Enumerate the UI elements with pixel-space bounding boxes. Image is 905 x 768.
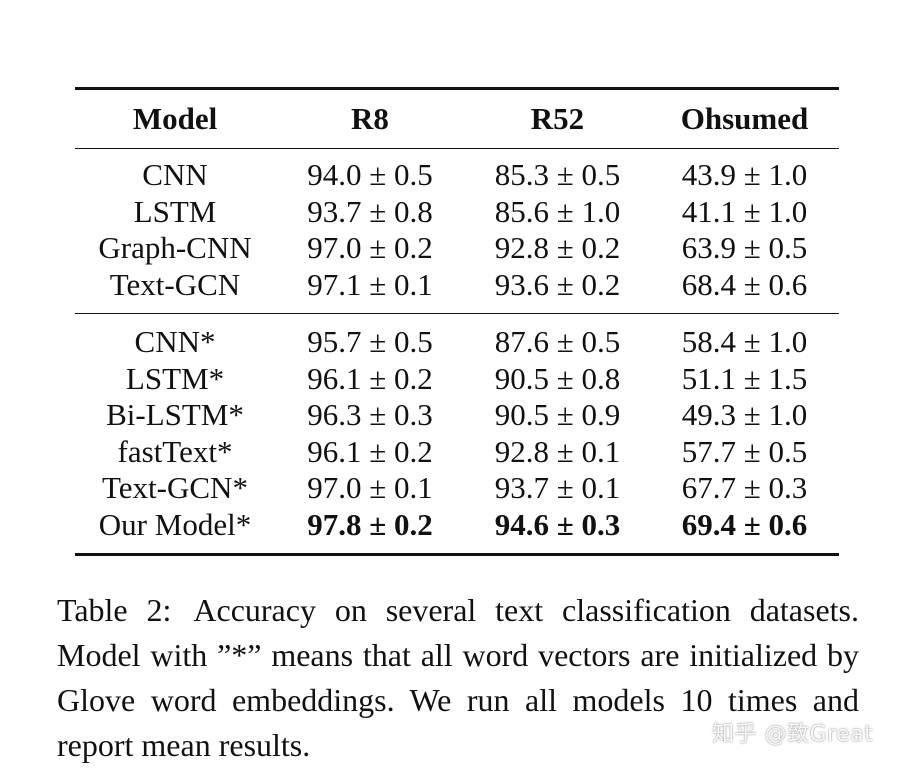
model-cell: Our Model* (75, 506, 275, 556)
model-cell: LSTM* (125, 360, 225, 396)
r8-cell: 96.1 ± 0.2 (307, 360, 433, 396)
header-r8: R8 (275, 87, 465, 149)
model-cell: CNN (142, 157, 208, 193)
results-table-container: Model R8 R52 Ohsumed CNN 94.0 ± 0.5 85.3… (75, 87, 839, 556)
table-row-best: Our Model* 97.8 ± 0.2 94.6 ± 0.3 69.4 ± … (75, 506, 839, 556)
ohsumed-cell: 67.7 ± 0.3 (681, 470, 808, 506)
ohsumed-cell: 41.1 ± 1.0 (681, 193, 808, 229)
r8-cell: 94.0 ± 0.5 (307, 157, 433, 193)
ohsumed-cell: 68.4 ± 0.6 (650, 266, 839, 314)
r52-cell: 87.6 ± 0.5 (494, 324, 621, 360)
r8-cell: 93.7 ± 0.8 (307, 193, 433, 229)
r52-cell: 85.6 ± 1.0 (494, 193, 621, 229)
table-row: LSTM* 96.1 ± 0.2 90.5 ± 0.8 51.1 ± 1.5 (75, 361, 839, 398)
r52-cell-best: 94.6 ± 0.3 (465, 506, 650, 556)
model-cell: CNN* (134, 324, 216, 360)
caption-label: Table 2: (57, 592, 172, 628)
table-row: CNN* 95.7 ± 0.5 87.6 ± 0.5 58.4 ± 1.0 (75, 314, 839, 361)
caption-text: Accuracy on several text classification … (57, 592, 860, 763)
ohsumed-cell: 63.9 ± 0.5 (681, 230, 808, 266)
r52-cell: 93.6 ± 0.2 (465, 266, 650, 314)
model-cell: Bi-LSTM* (106, 397, 244, 433)
watermark: 知乎 @致Great (712, 722, 874, 747)
table-row: CNN 94.0 ± 0.5 85.3 ± 0.5 43.9 ± 1.0 (75, 149, 839, 194)
ohsumed-cell: 51.1 ± 1.5 (681, 360, 808, 396)
r8-cell: 95.7 ± 0.5 (307, 324, 433, 360)
model-cell: Text-GCN (75, 266, 275, 314)
r8-cell: 96.1 ± 0.2 (307, 433, 433, 469)
ohsumed-cell: 57.7 ± 0.5 (681, 433, 808, 469)
r8-cell: 97.0 ± 0.2 (307, 230, 433, 266)
table-row: Graph-CNN 97.0 ± 0.2 92.8 ± 0.2 63.9 ± 0… (75, 230, 839, 267)
model-cell: fastText* (117, 433, 233, 469)
table-caption: Table 2: Accuracy on several text classif… (57, 588, 859, 768)
r8-cell: 97.1 ± 0.1 (275, 266, 465, 314)
model-cell: LSTM (133, 193, 217, 229)
ohsumed-cell: 43.9 ± 1.0 (681, 157, 808, 193)
header-ohsumed: Ohsumed (650, 87, 839, 149)
ohsumed-cell: 49.3 ± 1.0 (681, 397, 808, 433)
r52-cell: 92.8 ± 0.2 (494, 230, 621, 266)
table-row: Text-GCN 97.1 ± 0.1 93.6 ± 0.2 68.4 ± 0.… (75, 266, 839, 314)
table-row: fastText* 96.1 ± 0.2 92.8 ± 0.1 57.7 ± 0… (75, 434, 839, 471)
ohsumed-cell: 58.4 ± 1.0 (681, 324, 808, 360)
ohsumed-cell-best: 69.4 ± 0.6 (650, 506, 839, 556)
header-model: Model (75, 87, 275, 149)
r52-cell: 90.5 ± 0.8 (494, 360, 621, 396)
header-r52: R52 (465, 87, 650, 149)
r8-cell-best: 97.8 ± 0.2 (275, 506, 465, 556)
model-cell: Graph-CNN (98, 230, 252, 266)
table-row: Bi-LSTM* 96.3 ± 0.3 90.5 ± 0.9 49.3 ± 1.… (75, 397, 839, 434)
table-header-row: Model R8 R52 Ohsumed (75, 87, 839, 149)
table-row: LSTM 93.7 ± 0.8 85.6 ± 1.0 41.1 ± 1.0 (75, 194, 839, 231)
results-table: Model R8 R52 Ohsumed CNN 94.0 ± 0.5 85.3… (75, 87, 839, 556)
table-row: Text-GCN* 97.0 ± 0.1 93.7 ± 0.1 67.7 ± 0… (75, 470, 839, 507)
r8-cell: 96.3 ± 0.3 (307, 397, 433, 433)
r52-cell: 90.5 ± 0.9 (494, 397, 621, 433)
r52-cell: 85.3 ± 0.5 (494, 157, 621, 193)
r52-cell: 92.8 ± 0.1 (494, 433, 621, 469)
model-cell: Text-GCN* (102, 470, 248, 506)
r8-cell: 97.0 ± 0.1 (307, 470, 433, 506)
r52-cell: 93.7 ± 0.1 (494, 470, 621, 506)
